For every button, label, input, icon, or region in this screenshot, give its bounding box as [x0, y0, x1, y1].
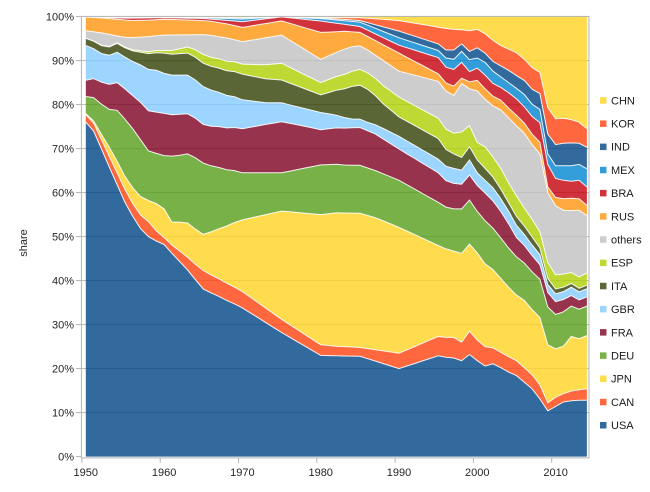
svg-text:1960: 1960 [152, 467, 176, 479]
svg-text:CAN: CAN [611, 397, 634, 409]
svg-text:50%: 50% [52, 231, 74, 243]
svg-text:FRA: FRA [611, 327, 634, 339]
svg-text:ITA: ITA [611, 281, 628, 293]
svg-text:USA: USA [611, 420, 634, 432]
svg-text:MEX: MEX [611, 165, 636, 177]
svg-text:KOR: KOR [611, 119, 635, 131]
svg-text:JPN: JPN [611, 374, 632, 386]
svg-text:80%: 80% [52, 99, 74, 111]
svg-text:30%: 30% [52, 319, 74, 331]
svg-text:20%: 20% [52, 363, 74, 375]
svg-text:IND: IND [611, 142, 630, 154]
svg-text:10%: 10% [52, 407, 74, 419]
svg-text:70%: 70% [52, 143, 74, 155]
svg-text:2000: 2000 [465, 467, 489, 479]
svg-text:share: share [18, 229, 30, 257]
svg-text:90%: 90% [52, 55, 74, 67]
svg-text:60%: 60% [52, 187, 74, 199]
svg-text:1950: 1950 [74, 467, 98, 479]
svg-text:RUS: RUS [611, 211, 634, 223]
svg-text:1980: 1980 [308, 467, 332, 479]
svg-text:GBR: GBR [611, 304, 635, 316]
svg-text:BRA: BRA [611, 188, 634, 200]
svg-text:1970: 1970 [230, 467, 254, 479]
svg-text:others: others [611, 235, 642, 247]
svg-text:CHN: CHN [611, 95, 635, 107]
svg-text:DEU: DEU [611, 351, 634, 363]
svg-text:40%: 40% [52, 275, 74, 287]
svg-text:ESP: ESP [611, 258, 633, 270]
svg-text:100%: 100% [46, 11, 74, 23]
svg-text:0%: 0% [58, 451, 74, 463]
svg-text:1990: 1990 [387, 467, 411, 479]
svg-text:2010: 2010 [543, 467, 567, 479]
